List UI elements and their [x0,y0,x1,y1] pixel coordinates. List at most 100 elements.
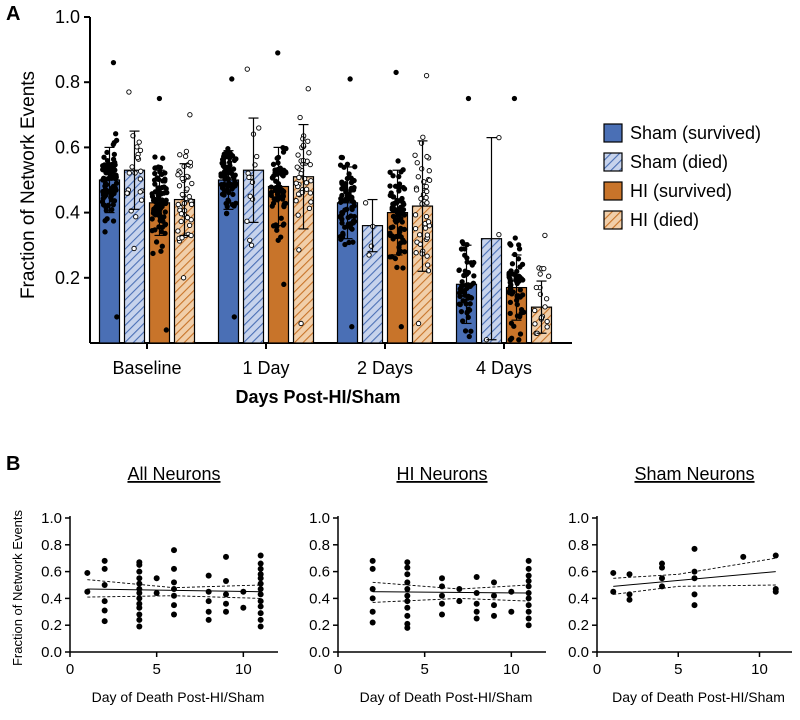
data-point [152,154,158,160]
data-point [303,180,310,186]
panel-b-y-tick-label: 0.8 [309,537,330,554]
data-point [109,206,115,213]
data-point [230,166,237,172]
data-point [245,170,251,176]
data-point [244,66,250,72]
panel-a-legend: Sham (survived) Sham (died) HI (survived) H… [603,123,761,230]
scatter-point [205,572,212,579]
data-point [149,227,155,234]
scatter-point [257,586,264,593]
data-point [182,153,189,159]
data-point [387,183,393,189]
legend-label-0: Sham (survived) [630,123,761,143]
data-point [300,136,306,142]
data-point [104,216,110,222]
data-point [397,248,404,254]
data-point [138,168,144,174]
data-point [387,232,394,239]
data-point [113,174,119,180]
data-point [161,214,167,220]
data-point [231,175,237,181]
scatter-point [153,590,160,597]
scatter-point [473,573,480,580]
scatter-point [136,561,143,568]
data-point [293,180,299,186]
data-point [150,250,156,257]
legend-label-2: HI (survived) [630,181,732,201]
panel-b-ylabel: Fraction of Network Events [10,509,25,666]
data-point [296,174,302,181]
scatter-point [369,619,376,626]
scatter-point [626,596,633,603]
data-point [104,149,110,156]
scatter-point [136,623,143,630]
scatter-point [257,580,264,587]
data-point [392,200,398,206]
panel-b-y-tick-label: 1.0 [41,510,62,527]
data-point [457,286,463,292]
scatter-point [369,565,376,572]
scatter-point [257,598,264,605]
data-point [113,137,120,144]
data-point [424,200,430,206]
data-point [178,211,185,217]
data-point [390,194,397,200]
data-point [456,267,462,273]
data-point [113,187,119,193]
scatter-point [456,586,463,593]
legend-swatch-0 [603,123,623,143]
data-point [496,231,502,238]
scatter-point [439,583,445,590]
panel-b-title: Sham Neurons [634,464,754,484]
data-point [459,279,465,285]
data-point [349,226,355,232]
data-point [542,304,548,310]
data-point [229,76,235,82]
data-point [425,219,432,225]
scatter-point [101,557,108,564]
data-point [342,241,348,248]
panel-b-y-tick-label: 1.0 [568,510,589,527]
data-point [219,191,226,197]
data-point [270,161,277,167]
data-point [412,226,419,232]
data-point [424,253,430,259]
data-point [295,191,302,197]
data-point [423,183,429,190]
scatter-point [525,565,532,572]
scatter-point [491,592,497,599]
scatter-point [525,615,532,622]
fit-line [372,591,529,594]
panel-b-y-tick-label: 0.4 [309,590,330,607]
data-point [420,134,426,140]
panel-b-title: HI Neurons [396,464,487,484]
data-point [133,214,139,220]
scatter-point [369,586,376,593]
data-point [160,155,166,161]
data-point [352,164,358,170]
panel-b-xlabel: Day of Death Post-HI/Sham [92,689,265,705]
data-point [163,327,169,333]
data-point [390,173,396,179]
data-point [338,236,344,242]
scatter-point [257,610,264,617]
scatter-point [626,571,633,578]
data-point [401,201,407,208]
scatter-point [404,579,411,586]
panel-a-y-tick-label: 0.4 [55,203,80,223]
data-point [244,218,250,224]
data-point [422,225,429,231]
data-point [176,183,183,189]
data-point [138,197,145,203]
data-point [102,183,108,189]
scatter-point [525,590,532,597]
data-point [111,151,118,158]
scatter-point [171,602,177,609]
scatter-point [404,612,411,619]
panel-b-x-tick-label: 5 [674,661,682,678]
scatter-point [659,575,665,582]
data-point [470,280,477,286]
data-point [423,194,429,201]
data-point [507,284,514,290]
scatter-point [525,583,532,590]
